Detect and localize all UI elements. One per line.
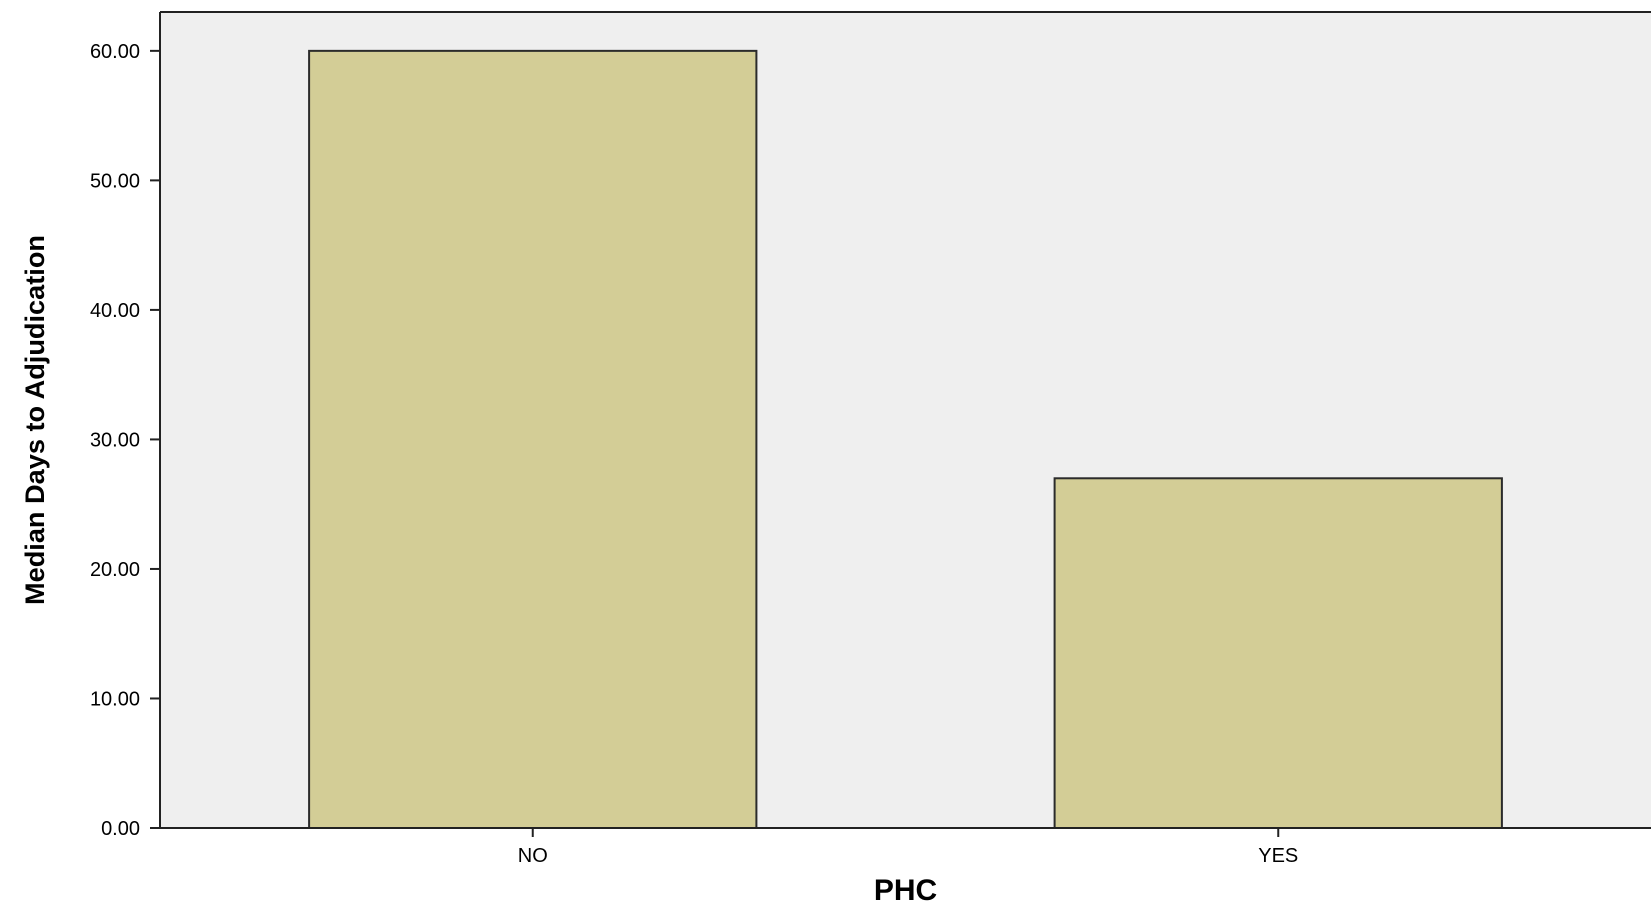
y-tick-label: 40.00 bbox=[90, 300, 140, 322]
y-tick-label: 30.00 bbox=[90, 429, 140, 451]
y-tick-label: 50.00 bbox=[90, 170, 140, 192]
x-tick-label: YES bbox=[1258, 845, 1298, 867]
y-tick-label: 20.00 bbox=[90, 559, 140, 581]
y-ticks: 0.00 10.00 20.00 30.00 40.00 50.00 60.00 bbox=[90, 41, 160, 840]
y-axis-title: Median Days to Adjudication bbox=[20, 235, 50, 605]
x-axis-title: PHC bbox=[874, 874, 937, 905]
bar-yes bbox=[1053, 477, 1503, 829]
bars-layer bbox=[308, 49, 1503, 830]
axes-layer bbox=[159, 11, 1651, 829]
x-ticks: NO YES bbox=[518, 828, 1298, 867]
y-tick-label: 60.00 bbox=[90, 41, 140, 63]
y-tick-label: 10.00 bbox=[90, 688, 140, 710]
bar-no bbox=[308, 49, 758, 830]
x-tick-label: NO bbox=[518, 845, 548, 867]
y-tick-label: 0.00 bbox=[101, 818, 140, 840]
